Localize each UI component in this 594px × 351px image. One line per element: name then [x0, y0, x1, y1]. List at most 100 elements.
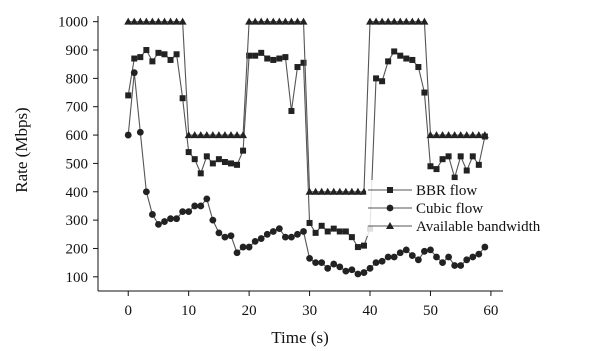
data-point	[161, 218, 168, 225]
data-point	[360, 242, 367, 249]
data-point	[451, 174, 458, 181]
data-point	[208, 131, 217, 139]
data-point	[342, 267, 350, 275]
data-point	[372, 17, 381, 25]
data-point	[281, 233, 289, 241]
data-point	[359, 187, 368, 195]
y-tick-label: 500	[66, 156, 89, 172]
data-point	[390, 253, 398, 261]
legend-entry: BBR flow	[368, 183, 477, 199]
data-point	[324, 228, 331, 235]
data-point	[245, 17, 254, 25]
data-point	[275, 17, 284, 25]
data-point	[125, 92, 132, 99]
y-tick-label: 1000	[58, 15, 88, 31]
data-point	[378, 257, 386, 265]
series-line	[128, 21, 485, 193]
data-point	[305, 187, 314, 195]
data-point	[136, 128, 144, 136]
data-point	[294, 64, 301, 71]
data-point	[426, 131, 435, 139]
data-point	[414, 256, 422, 264]
data-point	[402, 246, 410, 254]
y-tick-label: 200	[66, 241, 89, 257]
data-point	[474, 131, 483, 139]
data-point	[415, 64, 422, 71]
x-tick-label: 20	[242, 303, 257, 319]
data-point	[463, 256, 471, 264]
data-point	[403, 55, 410, 62]
data-point	[421, 89, 428, 96]
data-point	[252, 52, 259, 59]
data-point	[475, 161, 482, 168]
data-point	[335, 187, 344, 195]
data-point	[330, 260, 338, 268]
data-point	[318, 259, 326, 267]
data-point	[427, 163, 434, 170]
data-point	[155, 49, 162, 56]
data-point	[336, 263, 344, 271]
data-point	[160, 17, 169, 25]
data-point	[240, 147, 247, 154]
y-tick-label: 300	[66, 213, 89, 229]
data-point	[167, 56, 174, 63]
data-point	[342, 228, 349, 235]
data-point	[178, 17, 187, 25]
data-point	[457, 262, 465, 269]
data-point	[281, 17, 290, 25]
data-point	[469, 153, 476, 160]
ticks: 0 10 20 30 40 50 60 100 200 300 400 500 600 700 800 900…	[58, 15, 498, 319]
data-point	[312, 229, 319, 236]
legend-label: Cubic flow	[416, 201, 483, 217]
legend-marker	[386, 222, 394, 229]
data-point	[475, 250, 483, 258]
data-point	[414, 17, 423, 25]
data-point	[137, 54, 144, 61]
data-point	[306, 254, 313, 262]
data-point	[306, 219, 313, 226]
data-point	[142, 17, 151, 25]
series-available-bandwidth	[124, 17, 489, 195]
data-point	[154, 17, 163, 25]
data-point	[433, 253, 440, 261]
data-point	[379, 78, 386, 85]
data-point	[282, 54, 289, 61]
data-point	[408, 252, 416, 259]
data-point	[173, 51, 180, 58]
data-point	[215, 229, 223, 237]
data-point	[318, 222, 325, 229]
data-point	[390, 17, 399, 25]
data-point	[408, 17, 417, 25]
data-point	[264, 55, 271, 62]
data-point	[373, 75, 380, 82]
data-point	[257, 17, 266, 25]
data-point	[155, 220, 162, 228]
data-point	[191, 156, 198, 163]
data-point	[269, 228, 277, 235]
data-point	[409, 56, 416, 63]
series-line	[127, 49, 486, 248]
data-point	[136, 17, 145, 25]
data-point	[421, 247, 428, 255]
data-point	[299, 17, 308, 25]
data-point	[444, 131, 453, 139]
data-point	[209, 160, 216, 167]
data-point	[227, 160, 234, 167]
data-point	[203, 153, 210, 160]
data-point	[246, 52, 253, 59]
data-point	[190, 131, 199, 139]
data-point	[167, 215, 174, 223]
data-point	[131, 55, 138, 62]
data-point	[149, 58, 156, 65]
data-point	[197, 202, 205, 210]
data-point	[288, 107, 295, 114]
data-point	[311, 187, 320, 195]
axes	[97, 16, 503, 292]
data-point	[294, 230, 301, 238]
legend-entry: Available bandwidth	[368, 219, 541, 235]
data-point	[209, 216, 217, 224]
data-point	[179, 95, 186, 102]
data-point	[130, 17, 139, 25]
data-point	[457, 153, 464, 160]
